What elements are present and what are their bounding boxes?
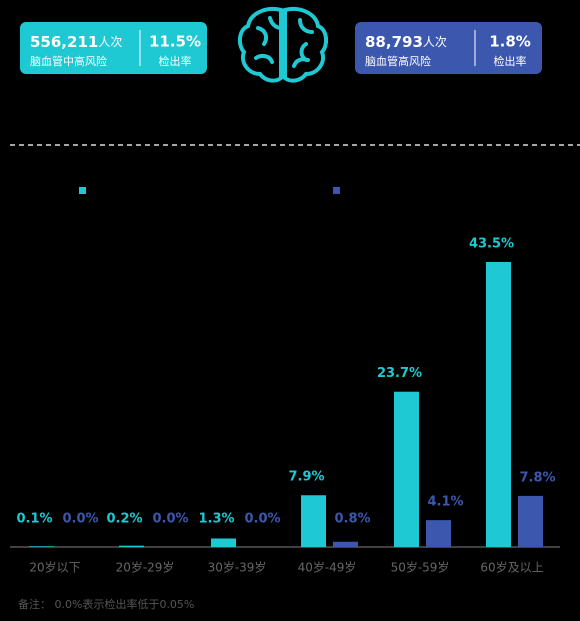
- value-label: 0.1%: [16, 512, 52, 527]
- stat-rate-label: 检出率: [494, 54, 527, 68]
- stat-rate: 1.8%: [489, 33, 531, 51]
- x-tick-label: 60岁及以上: [480, 560, 543, 575]
- bar: [333, 541, 358, 547]
- bar: [486, 262, 511, 547]
- value-label: 23.7%: [377, 366, 422, 381]
- x-tick-label: 50岁-59岁: [391, 560, 450, 575]
- stat-box: [355, 22, 542, 74]
- stat-rate: 11.5%: [149, 33, 201, 51]
- x-tick-label: 20岁-29岁: [116, 560, 175, 575]
- value-label: 4.1%: [427, 495, 463, 510]
- stat-number: 88,793人次: [365, 33, 447, 51]
- stat-number-value: 556,211: [30, 33, 98, 51]
- value-label: 0.8%: [334, 512, 370, 527]
- value-label: 1.3%: [198, 512, 234, 527]
- value-label: 0.0%: [244, 512, 280, 527]
- stat-box: [20, 22, 207, 74]
- x-tick-label: 40岁-49岁: [298, 560, 357, 575]
- brain-icon: [237, 7, 329, 83]
- bar: [211, 538, 236, 547]
- bar: [426, 520, 451, 547]
- value-label: 7.9%: [288, 470, 324, 485]
- stat-label: 脑血管高风险: [365, 54, 431, 68]
- bar: [394, 391, 419, 547]
- bar: [119, 545, 144, 547]
- bar: [518, 495, 543, 547]
- value-label: 7.8%: [519, 470, 555, 485]
- value-label: 0.0%: [62, 512, 98, 527]
- bar: [301, 495, 326, 547]
- x-tick-label: 20岁以下: [29, 560, 80, 575]
- stat-number-value: 88,793: [365, 33, 423, 51]
- stat-unit: 人次: [423, 35, 447, 49]
- legend-marker: [79, 187, 86, 194]
- value-label: 0.2%: [106, 512, 142, 527]
- value-label: 43.5%: [469, 237, 514, 252]
- value-label: 0.0%: [152, 512, 188, 527]
- stat-number: 556,211人次: [30, 33, 122, 51]
- stat-rate-label: 检出率: [159, 54, 192, 68]
- stat-label: 脑血管中高风险: [30, 54, 107, 68]
- legend-marker: [333, 187, 340, 194]
- stat-unit: 人次: [98, 35, 122, 49]
- footnote: 备注： 0.0%表示检出率低于0.05%: [18, 597, 194, 611]
- bar: [29, 546, 54, 547]
- x-tick-label: 30岁-39岁: [208, 560, 267, 575]
